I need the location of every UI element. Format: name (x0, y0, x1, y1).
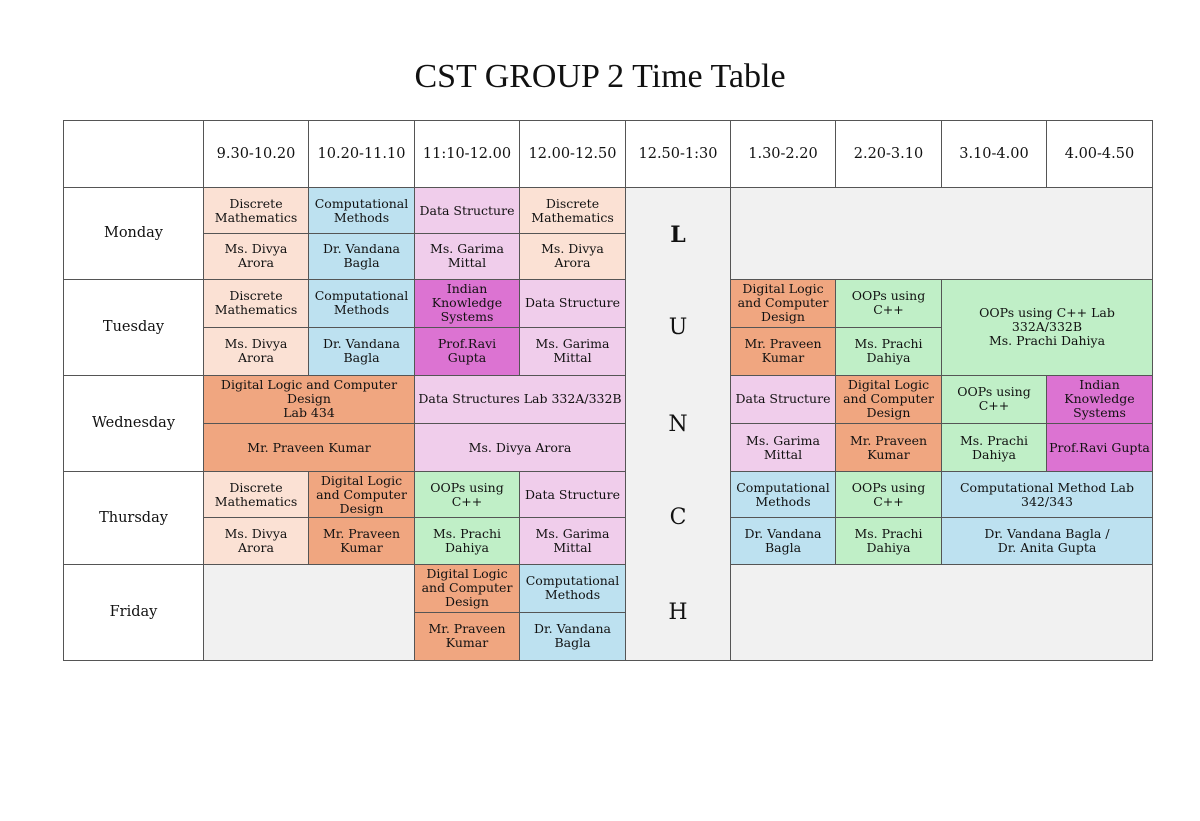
day-label-monday: Monday (63, 187, 204, 280)
subject-cell: Digital Logic and Computer Design (730, 278, 836, 328)
teacher-cell: Ms. Garima Mittal (730, 423, 836, 473)
teacher-cell: Prof.Ravi Gupta (1046, 423, 1153, 473)
page-title: CST GROUP 2 Time Table (414, 58, 786, 95)
teacher-cell: Mr. Praveen Kumar (203, 423, 415, 473)
friday-subject-row: Friday Digital Logic and Computer Design… (63, 563, 1153, 662)
teacher-cell: Ms. Divya Arora (203, 233, 309, 280)
subject-cell: Digital Logic and Computer Design (835, 374, 942, 425)
teacher-cell: Ms. Divya Arora (414, 423, 626, 473)
subject-cell: Discrete Mathematics (203, 278, 309, 328)
day-label-friday: Friday (63, 563, 204, 662)
time-slot-header: 3.10-4.00 (941, 119, 1047, 189)
lab-subject-cell: Digital Logic and Computer Design Lab 43… (203, 374, 415, 425)
tuesday-teacher-row: Ms. Divya Arora Dr. Vandana Bagla Prof.R… (64, 326, 1153, 376)
subject-cell: Indian Knowledge Systems (1046, 374, 1153, 425)
wednesday-subject-row: Wednesday Digital Logic and Computer Des… (63, 374, 1153, 473)
lunch-letter: H (668, 600, 688, 626)
lab-cell: OOPs using C++ Lab 332A/332B Ms. Prachi … (941, 278, 1153, 376)
subject-cell: Computational Methods (308, 187, 415, 235)
subject-cell: Computational Methods (308, 278, 415, 328)
teacher-cell: Mr. Praveen Kumar (308, 517, 415, 565)
teacher-cell: Ms. Divya Arora (203, 326, 309, 376)
time-slot-header: 9.30-10.20 (203, 119, 309, 189)
time-slot-header: 12.00-12.50 (519, 119, 626, 189)
thursday-teacher-row: Ms. Divya Arora Mr. Praveen Kumar Ms. Pr… (64, 517, 1153, 565)
corner-cell (63, 119, 204, 189)
header-row: 9.30-10.20 10.20-11.10 11:10-12.00 12.00… (63, 119, 1153, 189)
lunch-letter: U (668, 315, 688, 341)
timetable: 9.30-10.20 10.20-11.10 11:10-12.00 12.00… (63, 119, 1153, 662)
day-label-wednesday: Wednesday (63, 374, 204, 473)
subject-cell: Computational Methods (730, 471, 836, 519)
teacher-cell: Ms. Divya Arora (203, 517, 309, 565)
teacher-cell: Dr. Vandana Bagla (519, 611, 626, 662)
subject-cell: Data Structure (414, 187, 520, 235)
teacher-cell: Mr. Praveen Kumar (414, 611, 520, 662)
teacher-cell: Ms. Garima Mittal (519, 326, 626, 376)
tuesday-subject-row: Tuesday Discrete Mathematics Computation… (63, 278, 1153, 376)
teacher-cell: Ms. Divya Arora (519, 233, 626, 280)
wednesday-teacher-row: Mr. Praveen Kumar Ms. Divya Arora Ms. Ga… (64, 423, 1153, 473)
lunch-letter: N (668, 412, 688, 438)
subject-cell: Discrete Mathematics (203, 187, 309, 235)
subject-cell: Data Structure (730, 374, 836, 425)
monday-subject-row: Monday Discrete Mathematics Computationa… (63, 187, 1153, 661)
subject-cell: Computational Methods (519, 563, 626, 613)
subject-cell: OOPs using C++ (835, 471, 942, 519)
lunch-letter: C (669, 505, 687, 531)
free-slot (730, 187, 1153, 280)
day-label-tuesday: Tuesday (63, 278, 204, 376)
time-slot-header: 2.20-3.10 (835, 119, 942, 189)
lab-subject-cell: Computational Method Lab 342/343 (941, 471, 1153, 519)
teacher-cell: Ms. Prachi Dahiya (835, 517, 942, 565)
subject-cell: Discrete Mathematics (519, 187, 626, 235)
teacher-cell: Ms. Garima Mittal (414, 233, 520, 280)
teacher-cell: Ms. Prachi Dahiya (414, 517, 520, 565)
subject-cell: Data Structure (519, 471, 626, 519)
subject-cell: Discrete Mathematics (203, 471, 309, 519)
lab-subject-line: Digital Logic and Computer Design (220, 377, 398, 407)
time-slot-header: 4.00-4.50 (1046, 119, 1153, 189)
subject-cell: Digital Logic and Computer Design (414, 563, 520, 613)
time-slot-header: 11:10-12.00 (414, 119, 520, 189)
teacher-cell: Dr. Vandana Bagla (730, 517, 836, 565)
friday-teacher-row: Mr. Praveen Kumar Dr. Vandana Bagla (64, 611, 1153, 662)
teacher-cell: Ms. Prachi Dahiya (835, 326, 942, 376)
teacher-cell: Dr. Vandana Bagla / Dr. Anita Gupta (941, 517, 1153, 565)
time-slot-header: 12.50-1:30 (625, 119, 731, 189)
subject-cell: OOPs using C++ (835, 278, 942, 328)
teacher-cell: Mr. Praveen Kumar (730, 326, 836, 376)
teacher-cell: Prof.Ravi Gupta (414, 326, 520, 376)
subject-cell: OOPs using C++ (414, 471, 520, 519)
subject-cell: Data Structure (519, 278, 626, 328)
lab-teacher: Ms. Prachi Dahiya (988, 333, 1106, 349)
teacher-cell: Ms. Garima Mittal (519, 517, 626, 565)
time-slot-header: 1.30-2.20 (730, 119, 836, 189)
lab-subject: OOPs using C++ Lab 332A/332B (979, 305, 1115, 335)
lunch-letter: L (670, 222, 686, 249)
free-slot (730, 563, 1153, 662)
lab-subject-cell: Data Structures Lab 332A/332B (414, 374, 626, 425)
thursday-subject-row: Thursday Discrete Mathematics Digital Lo… (63, 471, 1153, 565)
free-slot (203, 563, 415, 662)
lab-room-line: Lab 434 (283, 405, 335, 421)
time-slot-header: 10.20-11.10 (308, 119, 415, 189)
lunch-break-column: L U N C H (625, 187, 731, 661)
teacher-cell: Dr. Vandana Bagla (308, 233, 415, 280)
day-label-thursday: Thursday (63, 471, 204, 565)
teacher-cell: Mr. Praveen Kumar (835, 423, 942, 473)
teacher-cell: Ms. Prachi Dahiya (941, 423, 1047, 473)
subject-cell: Indian Knowledge Systems (414, 278, 520, 328)
monday-teacher-row: Ms. Divya Arora Dr. Vandana Bagla Ms. Ga… (64, 233, 1153, 280)
teacher-cell: Dr. Vandana Bagla (308, 326, 415, 376)
subject-cell: Digital Logic and Computer Design (308, 471, 415, 519)
subject-cell: OOPs using C++ (941, 374, 1047, 425)
